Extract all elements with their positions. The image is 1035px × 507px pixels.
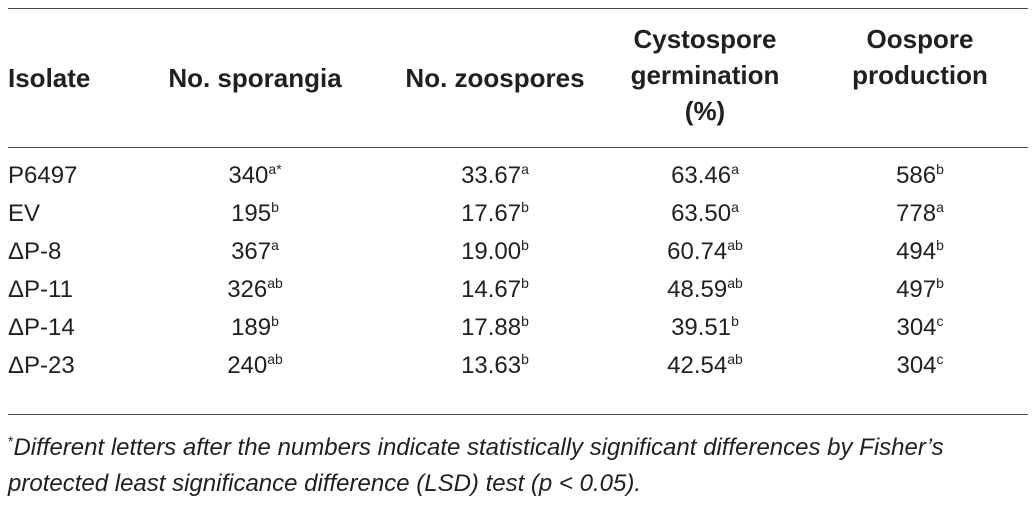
cell-sporangia: 195b <box>155 196 355 232</box>
value: 19.00 <box>461 238 522 265</box>
significance-letter: ab <box>727 275 743 291</box>
footnote-line-2: protected least significance difference … <box>8 470 641 497</box>
significance-letter: b <box>936 161 944 177</box>
cell-oospore: 778a <box>820 196 1020 232</box>
cell-germination: 48.59ab <box>605 272 805 308</box>
significance-letter: b <box>521 313 529 329</box>
significance-letter: b <box>521 237 529 253</box>
value: 33.67 <box>461 162 522 189</box>
value: 778 <box>896 200 937 227</box>
header-isolate: Isolate <box>8 60 90 96</box>
header-line: production <box>852 60 988 90</box>
value: 39.51 <box>671 314 732 341</box>
cell-zoospores: 17.88b <box>395 310 595 346</box>
significance-letter: a <box>731 161 739 177</box>
significance-letter: a* <box>268 161 282 177</box>
cell-germination: 60.74ab <box>605 234 805 270</box>
header-line: No. zoospores <box>405 63 585 93</box>
header-rule <box>8 147 1028 148</box>
value: 60.74 <box>667 238 728 265</box>
footnote-line-1: *Different letters after the numbers ind… <box>8 430 1028 466</box>
header-zoospores: No. zoospores <box>380 60 610 96</box>
value: 63.50 <box>671 200 732 227</box>
cell-isolate: ΔP-14 <box>8 314 75 341</box>
cell-oospore: 586b <box>820 158 1020 194</box>
cell-isolate: P6497 <box>8 162 78 189</box>
cell-zoospores: 19.00b <box>395 234 595 270</box>
cell-oospore: 304c <box>820 310 1020 346</box>
header-germination: Cystospore germination (%) <box>605 21 805 129</box>
value: 340 <box>228 162 269 189</box>
footnote-text-1: Different letters after the numbers indi… <box>13 434 944 461</box>
cell-sporangia: 340a* <box>155 158 355 194</box>
cell-sporangia: 240ab <box>155 348 355 384</box>
value: 63.46 <box>671 162 732 189</box>
cell-oospore: 497b <box>820 272 1020 308</box>
cell-zoospores: 13.63b <box>395 348 595 384</box>
significance-letter: b <box>271 313 279 329</box>
cell-isolate: EV <box>8 200 41 227</box>
header-oospore: Oospore production <box>820 21 1020 93</box>
significance-letter: ab <box>727 351 743 367</box>
header-line: germination <box>630 60 780 90</box>
header-line: No. sporangia <box>168 63 342 93</box>
cell-isolate: ΔP-11 <box>8 276 73 303</box>
significance-letter: b <box>521 351 529 367</box>
header-line: Isolate <box>8 63 91 93</box>
significance-letter: b <box>521 199 529 215</box>
cell-germination: 42.54ab <box>605 348 805 384</box>
value: 189 <box>231 314 272 341</box>
cell-isolate: ΔP-23 <box>8 352 75 379</box>
header-line: Cystospore <box>633 24 777 54</box>
cell-zoospores: 14.67b <box>395 272 595 308</box>
table-top-rule <box>8 8 1028 9</box>
cell-zoospores: 17.67b <box>395 196 595 232</box>
cell-sporangia: 367a <box>155 234 355 270</box>
significance-letter: c <box>936 313 944 329</box>
cell-oospore: 304c <box>820 348 1020 384</box>
significance-letter: a <box>271 237 279 253</box>
cell-germination: 39.51b <box>605 310 805 346</box>
value: 14.67 <box>461 276 522 303</box>
value: 304 <box>896 314 937 341</box>
significance-letter: b <box>731 313 739 329</box>
value: 17.67 <box>461 200 522 227</box>
value: 326 <box>227 276 268 303</box>
significance-letter: a <box>731 199 739 215</box>
significance-letter: ab <box>267 351 283 367</box>
header-line: Oospore <box>866 24 974 54</box>
value: 367 <box>231 238 272 265</box>
significance-letter: b <box>936 237 944 253</box>
value: 48.59 <box>667 276 728 303</box>
significance-letter: a <box>936 199 944 215</box>
header-line: (%) <box>684 96 726 126</box>
value: 17.88 <box>461 314 522 341</box>
cell-oospore: 494b <box>820 234 1020 270</box>
significance-letter: ab <box>727 237 743 253</box>
significance-letter: ab <box>267 275 283 291</box>
cell-zoospores: 33.67a <box>395 158 595 194</box>
cell-isolate: ΔP-8 <box>8 238 62 265</box>
value: 304 <box>896 352 937 379</box>
value: 42.54 <box>667 352 728 379</box>
footnote: *Different letters after the numbers ind… <box>8 430 1028 502</box>
value: 586 <box>896 162 937 189</box>
value: 195 <box>231 200 272 227</box>
table-bottom-rule <box>8 414 1028 415</box>
cell-germination: 63.50a <box>605 196 805 232</box>
significance-letter: b <box>521 275 529 291</box>
footnote-marker: * <box>8 433 14 449</box>
significance-letter: b <box>936 275 944 291</box>
header-sporangia: No. sporangia <box>155 60 355 96</box>
cell-germination: 63.46a <box>605 158 805 194</box>
value: 497 <box>896 276 937 303</box>
cell-sporangia: 326ab <box>155 272 355 308</box>
significance-letter: a <box>521 161 529 177</box>
cell-sporangia: 189b <box>155 310 355 346</box>
value: 240 <box>227 352 268 379</box>
value: 13.63 <box>461 352 522 379</box>
significance-letter: c <box>936 351 944 367</box>
value: 494 <box>896 238 937 265</box>
significance-letter: b <box>271 199 279 215</box>
